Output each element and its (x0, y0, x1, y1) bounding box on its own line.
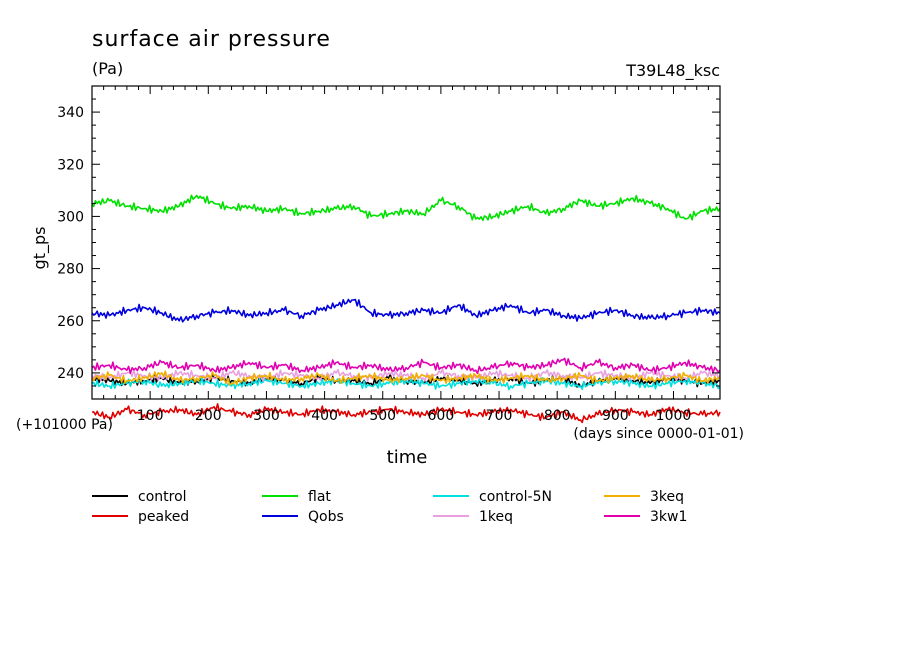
series-line-1keq (91, 368, 721, 382)
legend-label: Qobs (308, 509, 344, 525)
chart-experiment-label: T39L48_ksc (625, 61, 720, 81)
x-tick-label: 1000 (656, 408, 692, 424)
series-line-control-5n (91, 376, 721, 391)
y-tick-label: 320 (57, 157, 84, 173)
legend-label: flat (308, 489, 331, 505)
x-offset-label: (days since 0000-01-01) (573, 426, 744, 442)
series-line-qobs (91, 298, 721, 323)
series-layer (91, 194, 721, 424)
legend-item-3keq: 3keq (604, 489, 684, 505)
x-tick-label: 500 (369, 408, 396, 424)
legend-item-control: control (92, 489, 187, 505)
legend: control peaked flat Qobs control-5N 1keq 3keq 3… (92, 489, 687, 525)
ticks-layer: 240 260 280 300 320 340 100 200 300 400 500 600 700 8… (57, 85, 720, 424)
chart-units: (Pa) (92, 59, 123, 78)
chart-title: surface air pressure (92, 27, 331, 52)
x-tick-label: 100 (137, 408, 164, 424)
legend-label: 3keq (650, 489, 684, 505)
y-tick-label: 240 (57, 366, 84, 382)
series-line-3keq (91, 370, 721, 386)
x-axis-label: time (387, 447, 428, 468)
y-tick-label: 300 (57, 209, 84, 225)
legend-item-3kw1: 3kw1 (604, 509, 687, 525)
legend-item-1keq: 1keq (433, 509, 513, 525)
y-tick-label: 280 (57, 262, 84, 278)
series-line-3kw1 (91, 357, 721, 375)
x-tick-label: 400 (311, 408, 338, 424)
legend-item-control-5n: control-5N (433, 489, 552, 505)
legend-label: peaked (138, 509, 189, 525)
legend-item-peaked: peaked (92, 509, 189, 525)
y-offset-label: (+101000 Pa) (16, 417, 113, 433)
x-tick-label: 200 (195, 408, 222, 424)
y-tick-label: 340 (57, 105, 84, 121)
y-axis-label: gt_ps (30, 227, 50, 270)
x-tick-label: 800 (544, 408, 571, 424)
x-tick-label: 300 (253, 408, 280, 424)
legend-item-qobs: Qobs (262, 509, 344, 525)
plot-frame (91, 85, 721, 400)
y-tick-label: 260 (57, 314, 84, 330)
x-tick-label: 700 (486, 408, 513, 424)
legend-label: control-5N (479, 489, 552, 505)
x-tick-label: 600 (428, 408, 455, 424)
series-line-flat (91, 194, 721, 222)
x-tick-label: 900 (602, 408, 629, 424)
series-line-peaked (91, 403, 721, 424)
legend-label: control (138, 489, 187, 505)
legend-label: 3kw1 (650, 509, 687, 525)
legend-item-flat: flat (262, 489, 331, 505)
legend-label: 1keq (479, 509, 513, 525)
